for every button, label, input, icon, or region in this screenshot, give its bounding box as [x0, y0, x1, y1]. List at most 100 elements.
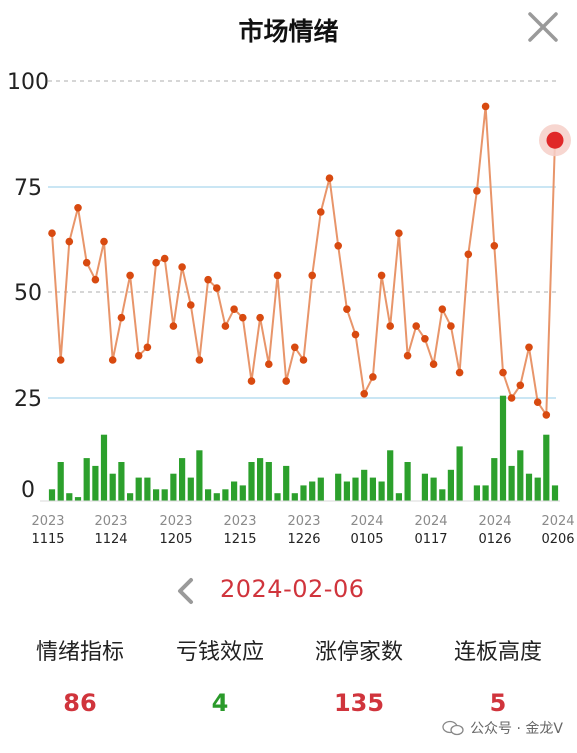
- data-point: [117, 313, 126, 322]
- data-point: [291, 343, 299, 352]
- bar: [387, 450, 394, 501]
- bar: [430, 477, 437, 501]
- data-point: [230, 305, 238, 313]
- data-point: [273, 271, 282, 280]
- x-tick-year: 2023: [287, 514, 320, 529]
- data-point: [481, 102, 490, 111]
- data-point: [360, 390, 369, 398]
- x-axis-ticks: 2023 1115 2023 1124 2023 1205 2023 1215 2023 1226…: [31, 514, 574, 547]
- chevron-left-icon: [178, 578, 193, 604]
- bar: [222, 489, 229, 501]
- bar: [283, 465, 290, 501]
- data-point: [473, 187, 481, 195]
- data-point: [82, 258, 91, 267]
- bar: [74, 497, 82, 501]
- stat-loss-effect: 亏钱效应 4: [148, 636, 292, 718]
- x-tick-year: 2023: [94, 514, 127, 529]
- x-tick-year: 2023: [159, 514, 192, 529]
- data-point: [525, 343, 533, 352]
- bar: [92, 465, 99, 501]
- x-tick-day: 0117: [414, 532, 447, 547]
- date-navigation: 2024-02-06: [0, 572, 577, 612]
- stat-limit-up-count: 涨停家数 135: [287, 636, 431, 718]
- bar: [361, 469, 368, 501]
- data-point: [195, 356, 204, 364]
- bar: [525, 473, 533, 501]
- bar: [265, 462, 272, 501]
- data-point: [56, 356, 65, 364]
- bar: [109, 473, 116, 501]
- sentiment-chart: 100 75 50 25 0 2023 1115 2023 1124 2023 1205 2023 1…: [7, 70, 575, 547]
- data-point: [169, 322, 178, 330]
- data-point: [429, 360, 438, 369]
- data-point: [507, 394, 516, 402]
- bar: [257, 458, 264, 501]
- data-point: [464, 250, 473, 259]
- bar: [551, 485, 559, 501]
- bar: [187, 477, 194, 501]
- data-point: [455, 368, 464, 377]
- y-tick-label: 0: [21, 478, 35, 503]
- bar: [127, 493, 134, 501]
- data-point: [143, 343, 152, 352]
- watermark-text: 公众号 · 金龙V: [470, 721, 563, 737]
- stats-panel: 情绪指标 86 亏钱效应 4 涨停家数 135 连板高度 5: [0, 636, 577, 726]
- data-point: [91, 275, 100, 284]
- previous-date-button[interactable]: [172, 576, 198, 606]
- bar: [239, 485, 246, 501]
- x-tick-year: 2023: [223, 514, 256, 529]
- bar: [57, 462, 64, 501]
- bar: [534, 477, 541, 501]
- stat-value: 5: [489, 689, 507, 717]
- data-point: [395, 229, 403, 237]
- data-point: [533, 398, 542, 407]
- y-tick-label: 75: [14, 176, 42, 201]
- bar: [378, 481, 385, 501]
- data-point: [351, 330, 360, 339]
- x-tick-day: 0206: [541, 532, 574, 547]
- highlight-point: [546, 131, 564, 149]
- close-button[interactable]: [526, 10, 560, 44]
- bar: [213, 493, 220, 501]
- bar: [291, 493, 298, 501]
- x-tick-year: 2024: [478, 514, 511, 529]
- stat-label: 情绪指标: [35, 640, 124, 665]
- bar: [66, 493, 73, 501]
- data-point: [542, 411, 551, 419]
- data-point: [334, 242, 343, 250]
- bar: [395, 493, 402, 501]
- data-point: [438, 305, 447, 313]
- data-point: [126, 271, 134, 280]
- data-point: [108, 356, 117, 364]
- data-point: [516, 381, 525, 390]
- y-axis-ticks: 100 75 50 25 0: [7, 70, 49, 503]
- bar: [317, 477, 324, 501]
- data-point: [65, 237, 74, 246]
- data-point: [247, 377, 256, 385]
- stat-consecutive-height: 连板高度 5: [426, 636, 570, 718]
- data-point: [74, 204, 82, 212]
- data-point: [317, 208, 325, 216]
- bar: [170, 473, 177, 501]
- bar: [499, 395, 507, 501]
- data-point: [221, 322, 230, 330]
- bar: [48, 489, 56, 501]
- data-point: [403, 351, 412, 360]
- bar: [352, 477, 359, 501]
- data-point: [447, 322, 455, 330]
- data-point: [499, 368, 507, 377]
- bar: [144, 477, 151, 501]
- stat-value: 4: [211, 689, 229, 717]
- data-point: [178, 263, 186, 271]
- bar: [482, 485, 489, 501]
- close-icon: [528, 12, 558, 42]
- line-series: [48, 102, 571, 419]
- bar: [369, 477, 376, 501]
- data-point: [299, 356, 308, 364]
- bar: [473, 485, 480, 501]
- bar: [83, 458, 90, 501]
- bar: [456, 446, 463, 501]
- data-point: [187, 301, 195, 309]
- bar-series: [40, 395, 560, 502]
- data-point: [213, 284, 221, 292]
